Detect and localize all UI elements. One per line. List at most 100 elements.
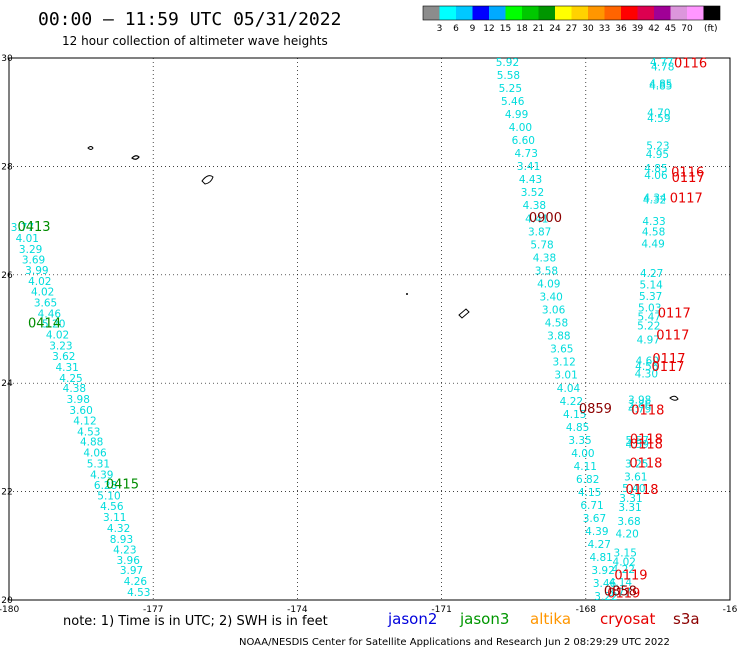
colorbar-swatch: [670, 6, 687, 20]
colorbar-label: 6: [453, 24, 459, 34]
colorbar-label: 36: [615, 24, 627, 34]
wave-height-label: 4.02: [28, 276, 51, 288]
wave-height-label: 4.20: [615, 528, 638, 540]
wave-height-label: 3.65: [550, 344, 573, 356]
wave-height-label: 4.73: [515, 148, 538, 160]
wave-height-label: 4.43: [519, 174, 542, 186]
wave-height-label: 4.97: [637, 334, 660, 346]
colorbar-swatch: [456, 6, 473, 20]
wave-height-label: 3.68: [617, 516, 640, 528]
cryosat-time-label: 0117: [652, 352, 685, 367]
wave-height-label: 6.71: [580, 500, 603, 512]
wave-height-label: 5.14: [639, 280, 663, 292]
s3a-time-label: 0859: [579, 402, 612, 417]
wave-height-label: 3.29: [19, 244, 42, 256]
wave-height-label: 4.95: [646, 149, 669, 161]
wave-height-label: 6.82: [576, 474, 599, 486]
wave-height-label: 3.23: [49, 340, 72, 352]
wave-height-label: 4.58: [545, 317, 568, 329]
cryosat-time-label: 0117: [658, 306, 691, 321]
wave-height-label: 4.02: [613, 557, 636, 569]
jason3-time-label: 0414: [28, 317, 61, 332]
colorbar-unit: (ft): [704, 24, 718, 34]
wave-height-label: 4.38: [533, 252, 556, 264]
colorbar-label: 33: [599, 24, 610, 34]
wave-height-label: 5.78: [530, 239, 553, 251]
colorbar-swatch: [538, 6, 555, 20]
cryosat-time-label: 0116: [671, 165, 704, 180]
wave-height-label: 4.41: [525, 213, 548, 225]
wave-height-label: 4.00: [571, 448, 594, 460]
wave-height-label: 4.09: [537, 278, 560, 290]
colorbar-swatch: [571, 6, 588, 20]
jason3-time-label: 0413: [17, 220, 50, 235]
wave-height-label: 3.62: [52, 351, 75, 363]
island-shape: [131, 155, 140, 160]
s3a-time-label: 0858: [604, 584, 637, 599]
footer-credit: NOAA/NESDIS Center for Satellite Applica…: [239, 637, 670, 648]
island-shape: [669, 395, 679, 401]
colorbar-swatch: [588, 6, 605, 20]
wave-height-label: 4.53: [77, 426, 100, 438]
wave-height-label: 3.41: [517, 161, 540, 173]
legend-jason2: jason2: [387, 610, 437, 628]
y-tick-label: 22: [1, 488, 12, 498]
x-tick-label: -168: [576, 605, 597, 615]
wave-height-label: 5.10: [97, 490, 120, 502]
wave-height-label: 3.77: [608, 587, 631, 599]
colorbar-swatch: [604, 6, 621, 20]
island-dot: [406, 293, 408, 295]
wave-height-label: 4.01: [16, 233, 39, 245]
wave-height-label: 4.22: [560, 396, 583, 408]
wave-height-label: 4.56: [100, 501, 124, 513]
colorbar-label: 21: [533, 24, 544, 34]
cryosat-time-label: 0119: [614, 569, 647, 584]
wave-height-label: 4.23: [113, 545, 136, 557]
wave-height-label: 4.85: [649, 81, 672, 93]
wave-height-label: 4.81: [589, 552, 612, 564]
wave-height-label: 4.33: [642, 216, 665, 228]
wave-height-label: 3.01: [554, 370, 577, 382]
wave-height-label: 5.58: [497, 70, 520, 82]
island-shape: [458, 308, 470, 319]
cryosat-time-label: 0118: [629, 456, 662, 471]
wave-height-label: 4.77: [650, 57, 673, 69]
y-tick-label: 30: [1, 54, 13, 64]
wave-height-label: 4.27: [588, 539, 611, 551]
wave-height-label: 3.25: [625, 458, 648, 470]
wave-height-label: 4.14: [609, 577, 633, 589]
wave-height-label: 4.38: [523, 200, 546, 212]
wave-height-label: 4.85: [644, 163, 667, 175]
wave-height-label: 3.60: [69, 405, 92, 417]
wave-height-label: 4.49: [641, 238, 664, 250]
s3a-time-label: 0900: [529, 211, 562, 226]
wave-height-label: 4.78: [651, 62, 674, 74]
colorbar-border: [422, 5, 721, 21]
x-tick-label: -16: [723, 605, 738, 615]
wave-height-label: 3.87: [528, 226, 551, 238]
wave-height-label: 4.26: [124, 576, 148, 588]
colorbar-label: 42: [648, 24, 659, 34]
colorbar-swatch: [654, 6, 671, 20]
wave-height-label: 6.28: [94, 480, 117, 492]
wave-height-label: 4.30: [635, 368, 658, 380]
wave-height-label: 4.25: [59, 373, 82, 385]
colorbar-swatch: [522, 6, 539, 20]
colorbar-label: 9: [470, 24, 476, 34]
colorbar-swatch: [439, 6, 456, 20]
wave-height-label: 3.52: [521, 187, 544, 199]
wave-height-label: 4.22: [612, 564, 635, 576]
cryosat-time-label: 0119: [607, 586, 640, 601]
colorbar-label: 27: [566, 24, 577, 34]
wave-height-label: 3.61: [624, 471, 647, 483]
colorbar-swatch: [472, 6, 489, 20]
wave-height-label: 3.22: [594, 591, 617, 603]
gridlines: [9, 58, 730, 600]
colorbar-label: 3: [437, 24, 443, 34]
wave-height-label: 4.85: [649, 78, 672, 90]
wave-height-label: 4.06: [83, 448, 107, 460]
wave-height-label: 4.27: [640, 268, 663, 280]
wave-height-label: 4.59: [647, 113, 670, 125]
legend-cryosat: cryosat: [600, 610, 655, 628]
